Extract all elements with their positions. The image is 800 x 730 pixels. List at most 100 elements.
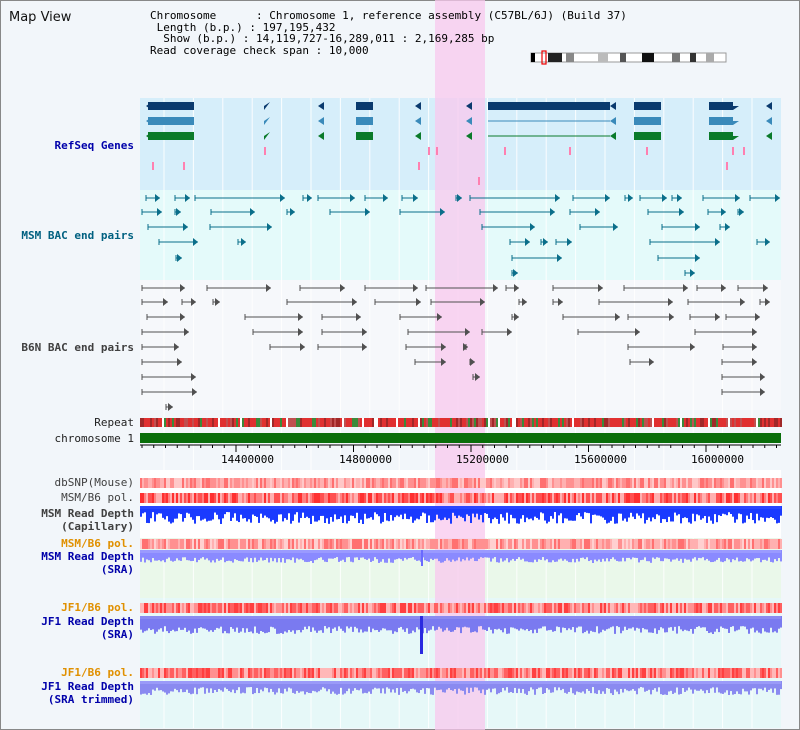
read-depth-bar (688, 616, 690, 632)
track-label-refseq[interactable]: RefSeq Genes (54, 139, 134, 152)
heat-stripe (310, 603, 312, 613)
heat-stripe (210, 539, 212, 549)
heat-stripe (642, 668, 644, 678)
heat-stripe (724, 493, 726, 503)
repeat-mark (326, 418, 328, 427)
heat-stripe (180, 493, 182, 503)
heat-stripe (284, 668, 286, 678)
read-depth-bar (148, 506, 150, 524)
repeat-mark (672, 418, 674, 427)
heat-stripe (294, 603, 296, 613)
repeat-mark (760, 418, 762, 427)
heat-stripe (200, 668, 202, 678)
heat-stripe (250, 539, 252, 549)
read-depth-bar (732, 550, 734, 560)
heat-stripe (746, 668, 748, 678)
ideogram-position-marker (541, 50, 547, 65)
read-depth-bar (632, 550, 634, 558)
heat-stripe (646, 603, 648, 613)
read-depth-bar (686, 616, 688, 631)
read-depth-bar (674, 616, 676, 627)
heat-stripe (666, 478, 668, 488)
read-depth-bar (666, 506, 668, 523)
heat-stripe (164, 539, 166, 549)
read-depth-bar (428, 616, 430, 631)
read-depth-bar (714, 506, 716, 515)
heat-stripe (282, 603, 284, 613)
read-depth-bar (614, 681, 616, 690)
read-depth-bar (544, 550, 546, 561)
read-depth-bar (696, 681, 698, 691)
heat-stripe (202, 603, 204, 613)
heat-stripe (552, 539, 554, 549)
heat-stripe (466, 668, 468, 678)
track-label-b6n-bac[interactable]: B6N BAC end pairs (21, 341, 134, 354)
heat-stripe (184, 668, 186, 678)
heat-stripe (754, 539, 756, 549)
read-depth-bar (260, 681, 262, 690)
read-depth-bar (514, 681, 516, 688)
read-depth-bar (332, 506, 334, 522)
heat-stripe (684, 478, 686, 488)
heat-stripe (470, 539, 472, 549)
axis-tick-label: 14800000 (339, 453, 392, 466)
read-depth-bar (184, 616, 186, 628)
repeat-mark (234, 418, 236, 427)
heat-stripe (616, 668, 618, 678)
heat-stripe (166, 603, 168, 613)
heat-stripe (246, 668, 248, 678)
heat-stripe (546, 539, 548, 549)
read-depth-bar (258, 506, 260, 523)
repeat-mark (624, 418, 626, 427)
heat-stripe (312, 603, 314, 613)
read-depth-bar (772, 506, 774, 518)
heat-stripe (294, 539, 296, 549)
read-depth-bar (582, 506, 584, 519)
read-depth-bar (264, 506, 266, 516)
heat-stripe (580, 493, 582, 503)
read-depth-bar (218, 681, 220, 689)
chromosome-bar (140, 433, 781, 443)
gene-marker (732, 147, 734, 155)
heat-stripe (190, 539, 192, 549)
read-depth-bar (374, 681, 376, 688)
heat-stripe (140, 478, 142, 488)
read-depth-bar (510, 506, 512, 515)
read-depth-bar (584, 681, 586, 694)
heat-stripe (580, 539, 582, 549)
read-depth-bar (768, 616, 770, 633)
heat-stripe (642, 478, 644, 488)
read-depth-bar (704, 616, 706, 628)
heat-stripe (324, 668, 326, 678)
read-depth-bar (516, 550, 518, 559)
read-depth-bar (516, 506, 518, 524)
bac-end-arrow (191, 298, 196, 306)
heat-stripe (646, 493, 648, 503)
heat-stripe (530, 603, 532, 613)
read-depth-bar (516, 616, 518, 630)
heat-stripe (584, 478, 586, 488)
heat-stripe (190, 603, 192, 613)
heat-stripe (258, 539, 260, 549)
heat-stripe (658, 539, 660, 549)
heat-stripe (630, 603, 632, 613)
heat-stripe (718, 478, 720, 488)
heat-stripe (212, 493, 214, 503)
heat-stripe (714, 539, 716, 549)
read-depth-bar (250, 681, 252, 688)
heat-stripe (276, 478, 278, 488)
read-depth-bar (152, 550, 154, 559)
bac-end-arrow (683, 284, 688, 292)
read-depth-bar (166, 550, 168, 559)
heat-stripe (622, 668, 624, 678)
heat-stripe (462, 603, 464, 613)
heat-stripe (182, 478, 184, 488)
heat-stripe (582, 493, 584, 503)
track-label-msm-bac[interactable]: MSM BAC end pairs (21, 229, 134, 242)
read-depth-bar (674, 681, 676, 693)
heat-stripe (350, 493, 352, 503)
heat-stripe (520, 478, 522, 488)
read-depth-bar (410, 616, 412, 634)
heat-stripe (156, 493, 158, 503)
